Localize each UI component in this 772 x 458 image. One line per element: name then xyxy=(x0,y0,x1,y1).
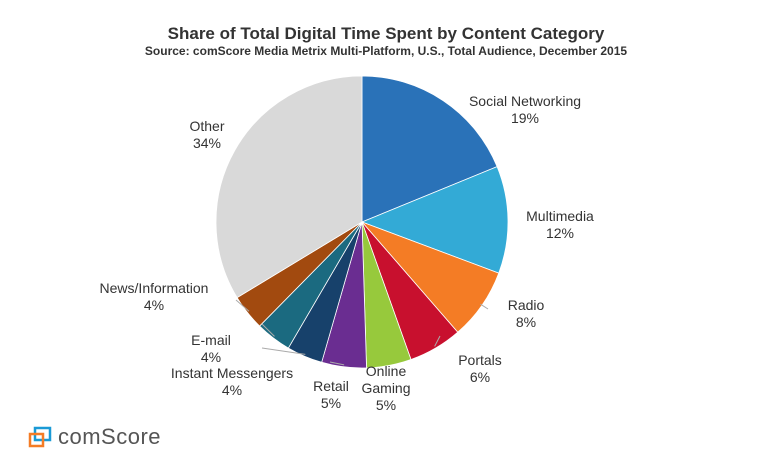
slice-label: Online Gaming 5% xyxy=(361,363,410,414)
pie-slice-other xyxy=(215,75,363,299)
slice-label-name: Instant Messengers xyxy=(170,365,294,381)
slice-label-name: Social Networking xyxy=(468,93,582,109)
slice-label-name: Portals xyxy=(458,352,502,368)
leader-line xyxy=(235,299,250,312)
slice-label-value: 5% xyxy=(375,397,397,413)
slice-label-name: Other xyxy=(189,118,225,134)
comscore-logo: comScore xyxy=(28,424,161,450)
slice-label: News/Information 4% xyxy=(100,280,209,314)
slice-label-name: Retail xyxy=(313,378,349,394)
slice-label-value: 6% xyxy=(469,369,491,385)
slice-label: Radio 8% xyxy=(508,297,545,331)
comscore-logo-icon xyxy=(28,426,52,448)
slice-label-value: 19% xyxy=(510,110,540,126)
slice-label: E-mail 4% xyxy=(191,332,231,366)
chart-title: Share of Total Digital Time Spent by Con… xyxy=(167,24,605,43)
slice-label: Social Networking 19% xyxy=(469,93,581,127)
leader-line xyxy=(261,347,306,355)
slice-label-name: Radio xyxy=(507,297,545,313)
slice-label-value: 4% xyxy=(143,297,165,313)
slice-label: Other 34% xyxy=(189,118,224,152)
pie-slice-multimedia xyxy=(360,166,509,274)
leader-line xyxy=(434,335,441,347)
slice-label-value: 5% xyxy=(320,395,342,411)
slice-label: Portals 6% xyxy=(458,352,502,386)
logo-text: comScore xyxy=(58,424,162,449)
chart-subtitle: Source: comScore Media Metrix Multi-Plat… xyxy=(144,44,628,58)
slice-label-name: Multimedia xyxy=(526,208,594,224)
slice-label-value: 12% xyxy=(545,225,575,241)
slice-label-value: 4% xyxy=(221,382,243,398)
slice-label-name: Online Gaming xyxy=(361,363,411,396)
slice-label-value: 4% xyxy=(200,349,222,365)
slice-label: Retail 5% xyxy=(313,378,349,412)
leader-line xyxy=(329,361,345,366)
slice-label-value: 8% xyxy=(515,314,537,330)
slice-label: Instant Messengers 4% xyxy=(171,365,293,399)
pie-slice-social-networking xyxy=(361,75,498,223)
slice-label-name: News/Information xyxy=(99,280,209,296)
slice-label: Multimedia 12% xyxy=(526,208,594,242)
slice-label-value: 34% xyxy=(192,135,222,151)
slice-label-name: E-mail xyxy=(191,332,231,348)
leader-line xyxy=(480,303,489,310)
